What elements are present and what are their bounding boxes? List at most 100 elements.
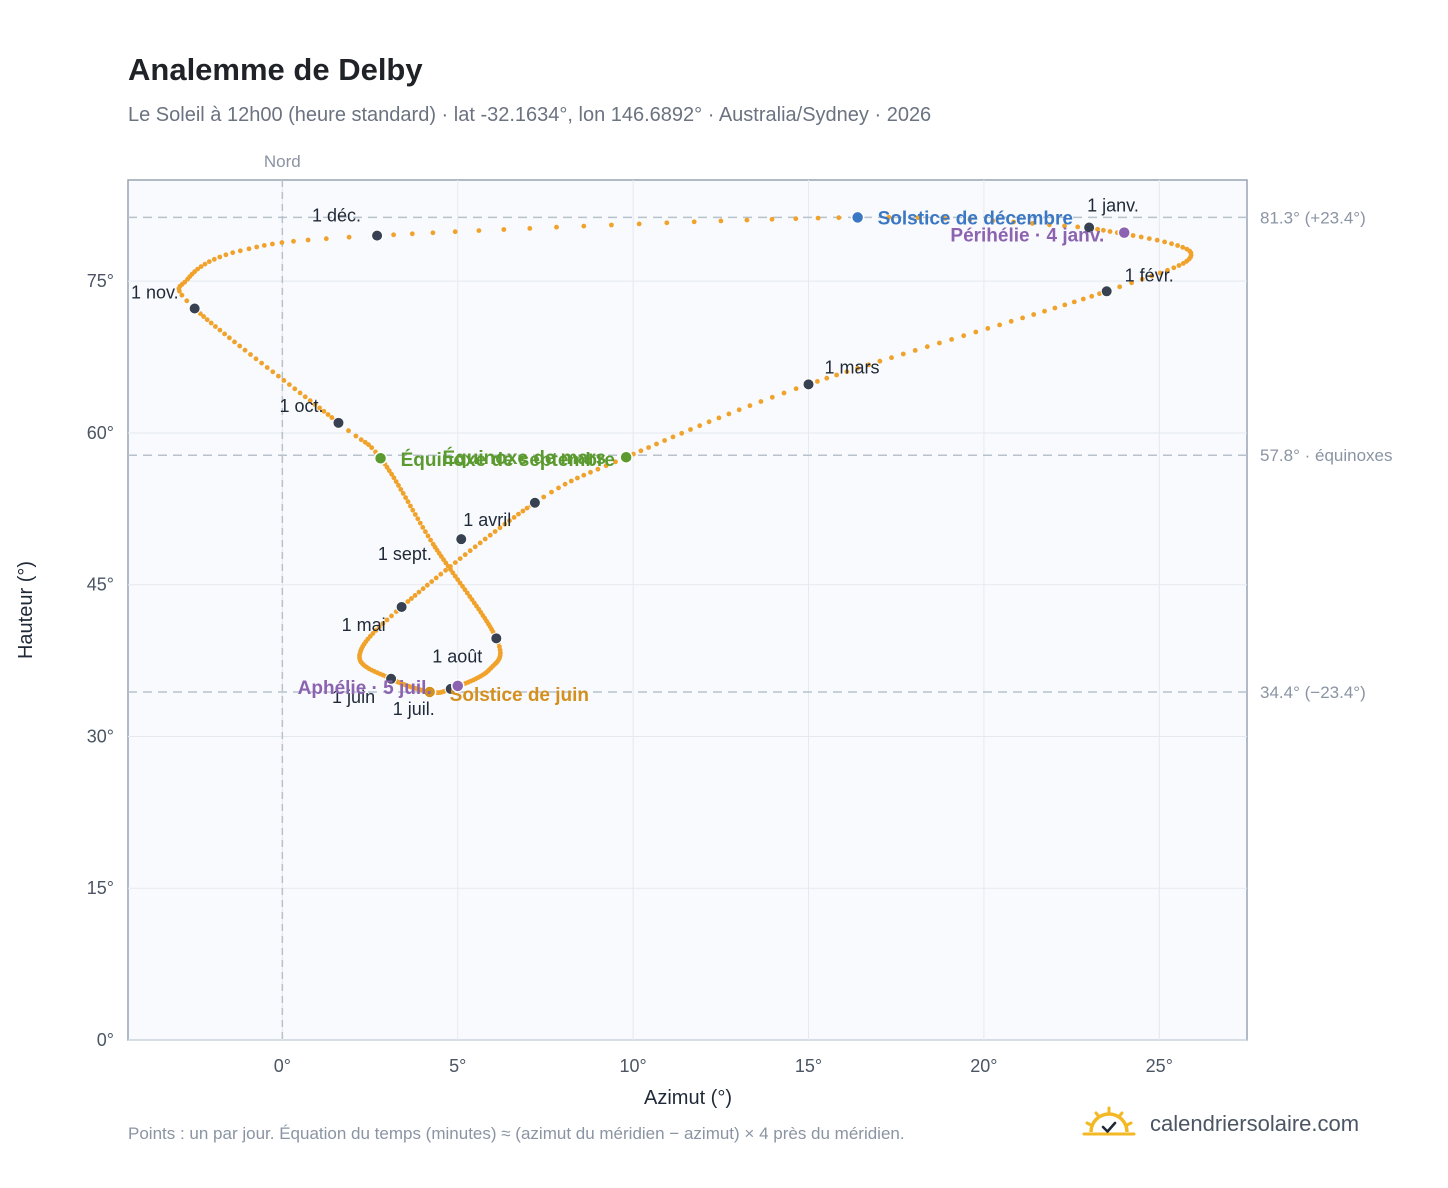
daily-point (915, 215, 921, 221)
daily-point (588, 469, 593, 475)
daily-point (409, 596, 414, 601)
daily-point (769, 394, 775, 400)
daily-point (403, 495, 408, 500)
daily-point (287, 382, 292, 387)
daily-point (662, 438, 667, 443)
event-label: Équinoxe de mars (442, 447, 606, 469)
daily-point (202, 261, 208, 267)
daily-point (362, 439, 368, 445)
daily-point (223, 252, 229, 258)
daily-point (836, 215, 842, 221)
daily-point (460, 583, 465, 589)
daily-point (246, 246, 252, 252)
daily-point (346, 234, 352, 240)
daily-point (769, 216, 775, 222)
x-tick-label: 20° (970, 1056, 997, 1076)
daily-point (697, 423, 703, 429)
daily-point (889, 355, 894, 361)
daily-point (292, 386, 298, 392)
month-label: 1 sept. (378, 544, 432, 564)
daily-point (412, 512, 418, 517)
daily-point (184, 298, 190, 304)
daily-point (230, 250, 236, 256)
daily-point (1149, 273, 1155, 279)
daily-point (541, 494, 547, 500)
daily-point (182, 279, 188, 285)
daily-point (1171, 265, 1177, 271)
daily-point (638, 448, 644, 454)
event-marker (450, 679, 465, 693)
daily-point (443, 567, 448, 573)
x-tick-label: 10° (620, 1056, 647, 1076)
daily-point (398, 487, 404, 492)
event-marker (850, 210, 865, 225)
daily-point (1180, 261, 1186, 266)
daily-point (937, 340, 942, 346)
daily-point (195, 266, 201, 272)
daily-point (1129, 280, 1134, 286)
daily-point (942, 216, 948, 221)
daily-point (834, 372, 839, 378)
daily-point (1146, 236, 1152, 242)
brand-name[interactable]: calendriersolaire.com (1150, 1111, 1360, 1136)
daily-point (581, 223, 587, 229)
month-marker (385, 672, 398, 685)
month-label: 1 déc. (312, 206, 361, 226)
reference-line-label: 57.8° · équinoxes (1260, 446, 1393, 465)
daily-point (412, 593, 418, 598)
month-label: 1 nov. (131, 282, 179, 302)
daily-point (438, 571, 444, 577)
daily-point (380, 621, 386, 626)
daily-point (1011, 219, 1016, 225)
daily-point (855, 365, 860, 371)
daily-point (502, 521, 508, 527)
month-label: 1 juin (332, 687, 375, 707)
grid (128, 180, 1247, 1041)
y-tick-label: 60° (87, 423, 114, 443)
daily-point (376, 624, 382, 630)
daily-point (568, 478, 574, 484)
daily-point (201, 314, 207, 319)
daily-point (1107, 229, 1113, 234)
daily-point (317, 405, 322, 411)
daily-point (276, 373, 281, 379)
daily-point (430, 230, 436, 236)
daily-point (886, 214, 892, 220)
month-label: 1 mai (342, 615, 386, 635)
daily-point (961, 333, 967, 339)
x-tick-label: 5° (449, 1056, 466, 1076)
event-label: Aphélie · 5 juil. (298, 678, 432, 699)
daily-point (985, 326, 991, 331)
event-marker (1117, 225, 1131, 240)
daily-point (556, 485, 561, 491)
daily-point (562, 481, 568, 487)
daily-point (389, 471, 394, 477)
daily-point (467, 548, 473, 554)
daily-point (476, 228, 482, 234)
daily-point (718, 218, 724, 224)
daily-point (353, 433, 359, 439)
daily-point (425, 533, 431, 539)
month-marker (455, 533, 468, 546)
daily-point (217, 254, 223, 260)
brand[interactable]: calendriersolaire.com (1082, 1104, 1359, 1144)
daily-point (261, 243, 267, 248)
daily-point (967, 217, 973, 222)
daily-point (358, 437, 364, 443)
event-label: Solstice de décembre (878, 208, 1073, 229)
month-marker (1083, 221, 1096, 234)
daily-point (781, 390, 787, 396)
daily-point (264, 365, 270, 370)
month-label: 1 juil. (393, 699, 435, 719)
daily-point (452, 229, 458, 235)
daily-point (1117, 284, 1123, 290)
daily-point (391, 232, 396, 238)
daily-point (302, 394, 308, 400)
daily-point (464, 590, 470, 596)
daily-point (270, 369, 276, 375)
daily-point (736, 407, 742, 413)
daily-point (1042, 308, 1047, 314)
plot-area (127, 179, 1248, 1041)
daily-point (706, 419, 712, 425)
daily-point (1154, 237, 1160, 243)
